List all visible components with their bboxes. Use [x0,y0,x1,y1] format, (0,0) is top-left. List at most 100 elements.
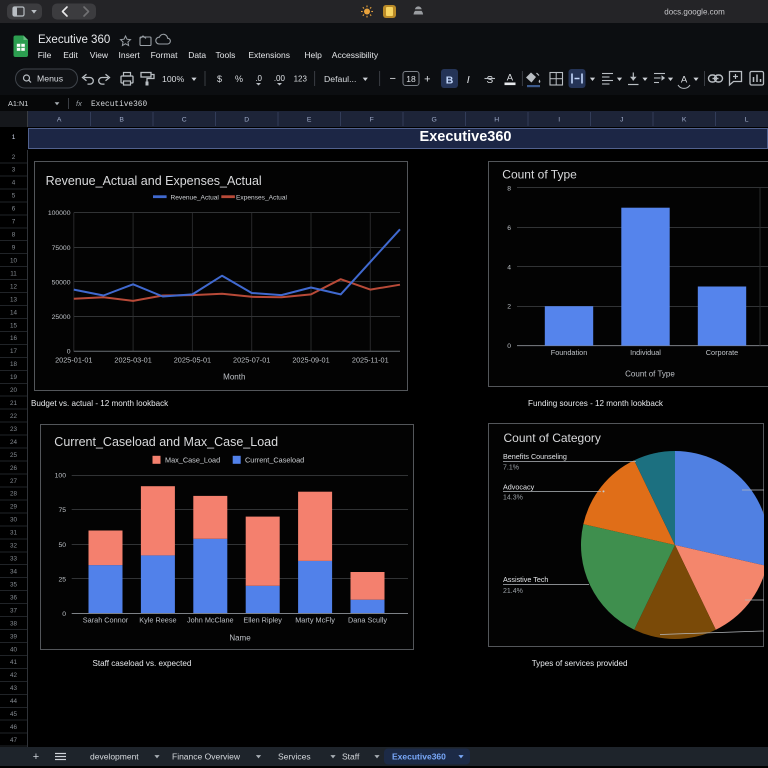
svg-text:10: 10 [10,258,18,265]
svg-text:27: 27 [10,478,18,485]
svg-text:50: 50 [58,542,66,549]
svg-text:100000: 100000 [48,210,71,217]
svg-text:Current_Caseload: Current_Caseload [245,456,304,465]
svg-text:19: 19 [10,374,18,381]
svg-text:123: 123 [294,75,308,84]
svg-text:41: 41 [10,659,18,666]
svg-text:17: 17 [10,348,18,355]
svg-text:40: 40 [10,646,18,653]
svg-text:Sarah Connor: Sarah Connor [83,615,129,624]
svg-text:15: 15 [10,322,18,329]
svg-text:37: 37 [10,607,18,614]
svg-text:A: A [57,117,62,124]
svg-text:A: A [507,73,514,84]
svg-text:fx: fx [76,99,82,108]
svg-text:30: 30 [10,517,18,524]
svg-text:6: 6 [12,206,16,213]
svg-text:.00: .00 [274,74,286,83]
svg-text:29: 29 [10,504,18,511]
svg-text:Revenue_Actual and Expenses_Ac: Revenue_Actual and Expenses_Actual [46,174,262,188]
svg-text:John McClane: John McClane [187,615,234,624]
svg-text:8: 8 [507,186,511,193]
svg-text:Defaul...: Defaul... [324,74,356,84]
svg-text:42: 42 [10,672,18,679]
svg-text:Max_Case_Load: Max_Case_Load [165,456,220,465]
svg-text:21: 21 [10,400,18,407]
svg-text:Ellen Ripley: Ellen Ripley [243,615,282,624]
svg-text:Count of Type: Count of Type [625,370,675,379]
svg-text:.0: .0 [255,74,262,83]
svg-text:4: 4 [507,264,511,271]
svg-text:C: C [182,117,187,124]
svg-text:25: 25 [58,576,66,583]
svg-text:18: 18 [10,361,18,368]
svg-text:A1:N1: A1:N1 [8,99,28,108]
svg-text:13: 13 [10,296,18,303]
svg-text:36: 36 [10,594,18,601]
svg-text:7.1%: 7.1% [503,464,519,471]
svg-text:I: I [467,74,470,86]
svg-text:0: 0 [67,349,71,356]
svg-text:Kyle Reese: Kyle Reese [139,615,176,624]
svg-text:Executive360: Executive360 [91,101,147,109]
svg-text:2025-07-01: 2025-07-01 [233,356,270,365]
svg-text:75000: 75000 [52,245,71,252]
svg-text:32: 32 [10,543,18,550]
svg-text:A: A [681,75,688,86]
svg-text:11: 11 [10,270,17,277]
svg-text:22: 22 [10,413,18,420]
svg-text:B: B [446,75,454,87]
svg-text:9: 9 [12,245,16,252]
svg-text:−: − [389,73,395,85]
svg-text:2025-05-01: 2025-05-01 [174,356,211,365]
svg-text:6: 6 [507,225,511,232]
svg-text:Count of Type: Count of Type [502,167,577,181]
svg-text:44: 44 [10,698,18,705]
svg-text:12: 12 [10,283,18,290]
svg-text:Count of Category: Count of Category [504,431,601,445]
svg-text:G: G [432,117,437,124]
svg-text:S: S [486,75,493,86]
svg-text:$: $ [217,74,222,84]
svg-text:D: D [244,117,249,124]
svg-text:16: 16 [10,335,18,342]
svg-text:Menus: Menus [37,74,64,84]
svg-text:25000: 25000 [52,314,71,321]
svg-text:L: L [745,117,749,124]
svg-text:2025-03-01: 2025-03-01 [114,356,151,365]
svg-text:50000: 50000 [52,279,71,286]
svg-text:Foundation: Foundation [551,348,588,357]
svg-text:3: 3 [12,167,16,174]
svg-text:Revenue_Actual: Revenue_Actual [171,195,220,202]
svg-text:Assistive Tech: Assistive Tech [503,575,548,584]
svg-text:2025-09-01: 2025-09-01 [292,356,329,365]
svg-text:development: development [90,752,139,762]
svg-text:Staff: Staff [342,752,360,762]
svg-text:45: 45 [10,711,18,718]
svg-text:24: 24 [10,439,18,446]
svg-text:E: E [307,117,312,124]
svg-text:43: 43 [10,685,18,692]
svg-text:2025-01-01: 2025-01-01 [55,356,92,365]
svg-text:Corporate: Corporate [706,348,738,357]
svg-text:35: 35 [10,582,18,589]
svg-text:Executive360: Executive360 [392,752,446,762]
svg-text:4: 4 [12,180,16,187]
svg-text:B: B [119,117,124,124]
svg-text:Name: Name [229,634,251,643]
svg-text:+: + [424,74,430,86]
svg-text:+: + [33,751,39,763]
svg-text:26: 26 [10,465,18,472]
svg-text:21.4%: 21.4% [503,588,523,595]
svg-text:K: K [682,117,687,124]
svg-text:Month: Month [223,373,245,382]
svg-text:J: J [620,117,623,124]
svg-text:14.3%: 14.3% [503,495,523,502]
svg-text:75: 75 [58,507,66,514]
svg-text:31: 31 [10,530,18,537]
svg-text:%: % [235,74,243,84]
svg-text:H: H [494,117,499,124]
svg-text:F: F [370,117,374,124]
svg-text:7: 7 [12,219,16,226]
svg-text:100: 100 [55,473,67,480]
